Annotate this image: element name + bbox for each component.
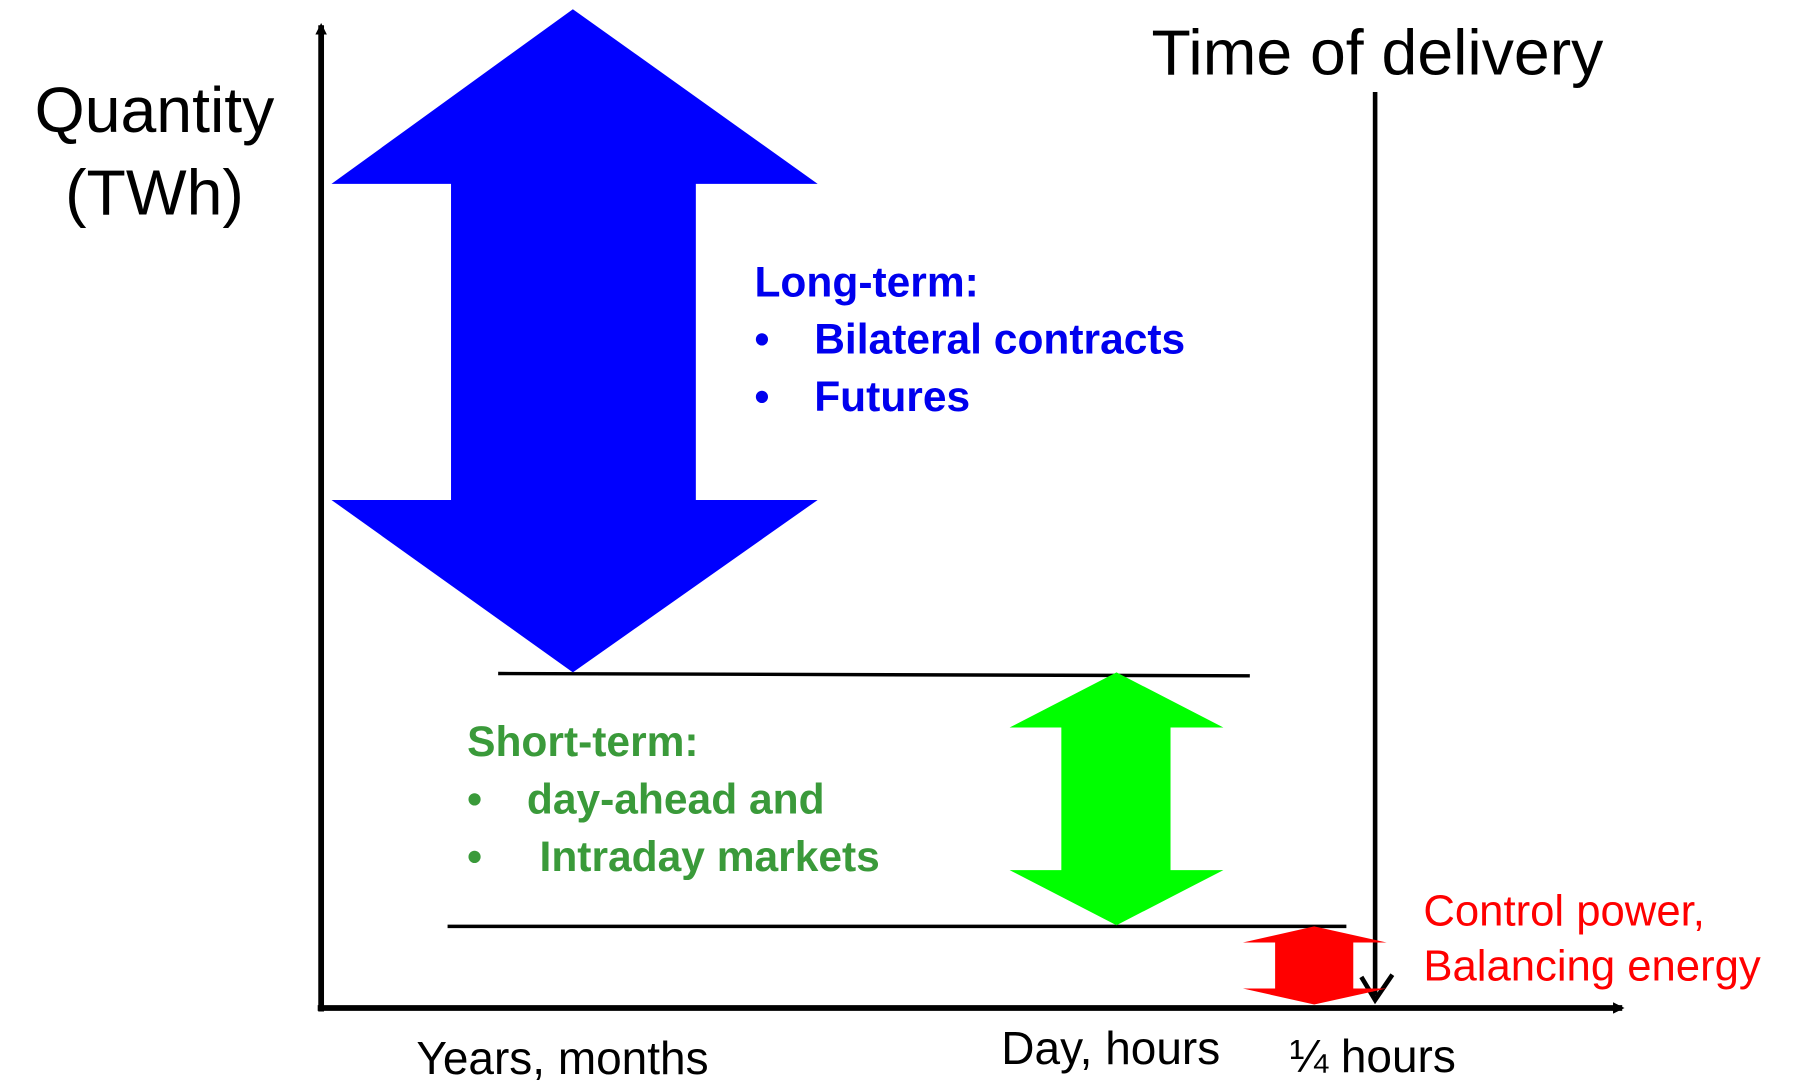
x-label: Years, months <box>416 1032 708 1084</box>
bullet: • <box>467 834 482 881</box>
control-text: Control power, <box>1423 886 1704 935</box>
item: day-ahead and <box>527 776 825 823</box>
control-arrow <box>1242 926 1387 1005</box>
short-term-arrow <box>1009 672 1224 926</box>
x-label: ¼ hours <box>1290 1030 1456 1082</box>
x-label: Day, hours <box>1001 1022 1220 1074</box>
item: Bilateral contracts <box>814 317 1185 364</box>
bullet: • <box>467 776 482 823</box>
heading: Long-term: <box>754 259 978 306</box>
bullet: • <box>754 374 769 421</box>
time-label: Time of delivery <box>1151 16 1604 88</box>
item: Futures <box>814 374 970 421</box>
heading: Short-term: <box>467 719 698 766</box>
separator-line <box>498 671 1250 678</box>
y-label: Quantity <box>35 74 276 146</box>
control-text: Balancing energy <box>1423 941 1761 990</box>
item: Intraday markets <box>540 834 880 881</box>
y-label: (TWh) <box>65 157 244 229</box>
long-term-arrow <box>331 9 818 673</box>
delivery-arrowhead <box>1359 973 1395 1005</box>
bullet: • <box>754 317 769 364</box>
